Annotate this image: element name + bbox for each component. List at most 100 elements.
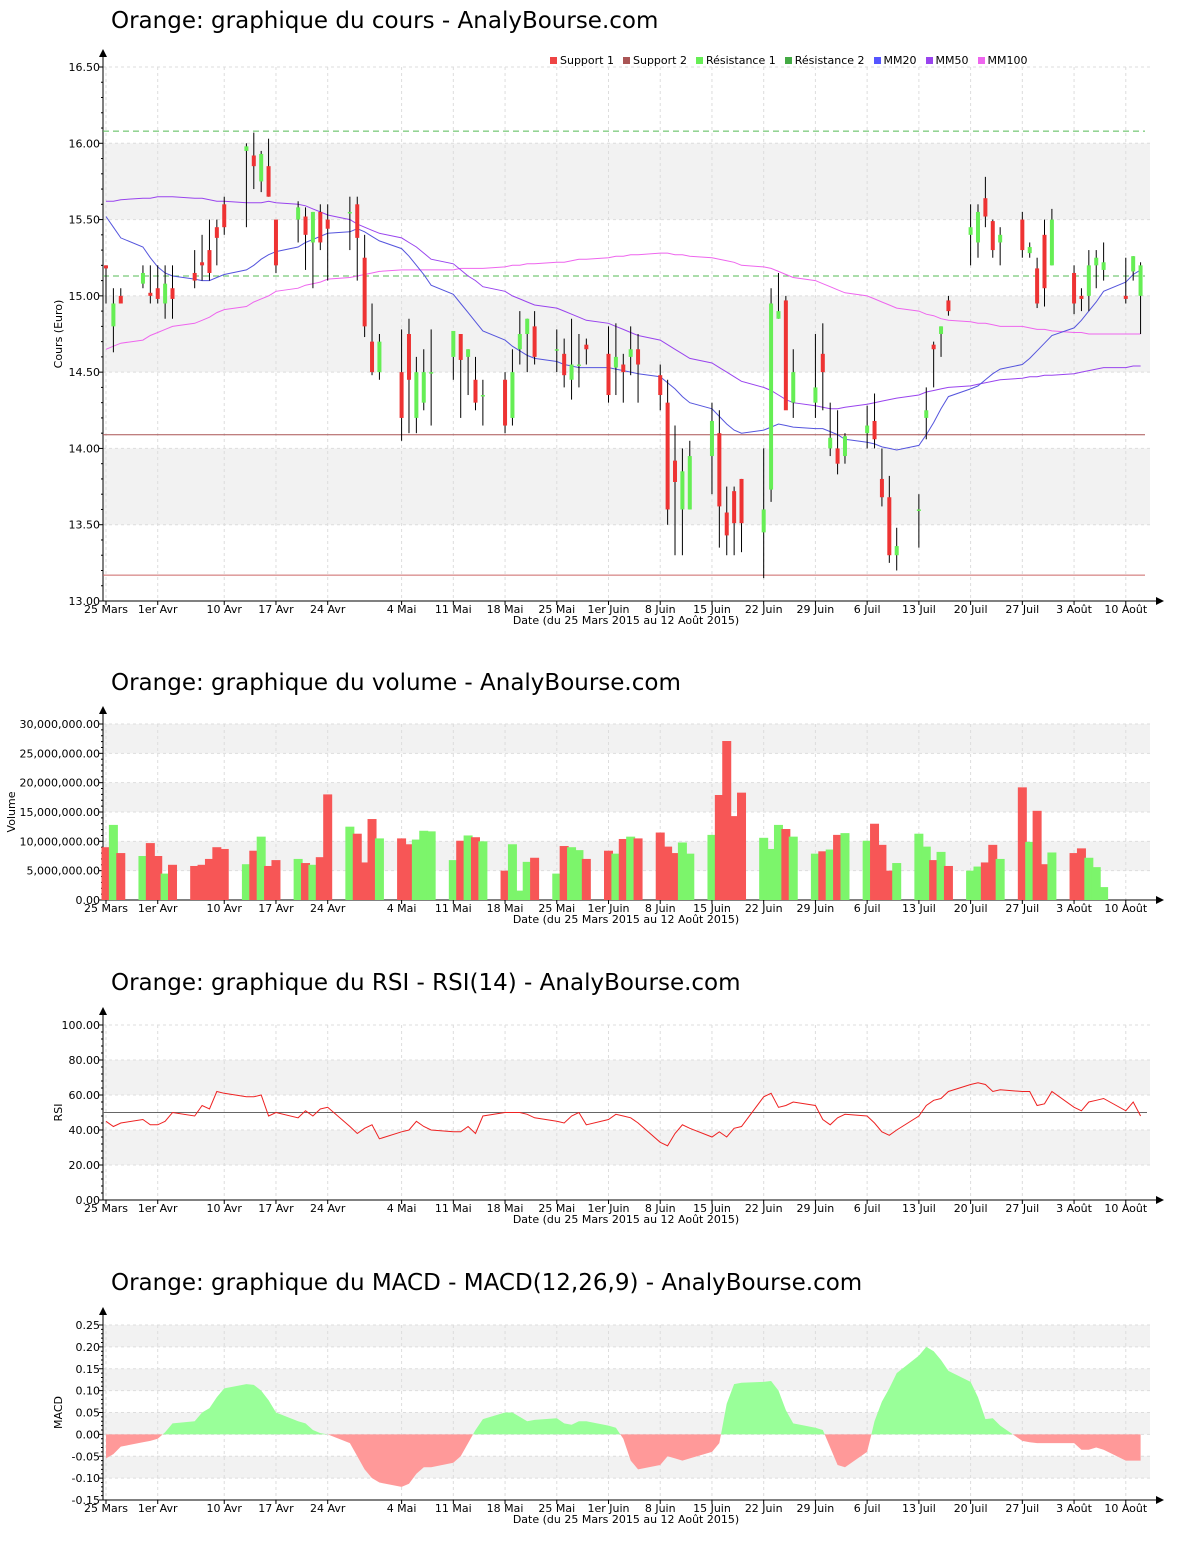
candle-body [214,227,219,238]
candle-body [998,234,1003,243]
macd-chart-title: Orange: graphique du MACD - MACD(12,26,9… [111,1270,863,1296]
volume-bar [308,864,318,900]
macd-negative-area [327,1434,473,1487]
macd-ytick-label: 0.20 [76,1341,101,1354]
price-xtick-label: 1er Avr [138,603,178,616]
candle-body [532,326,537,357]
macd-xtick-label: 1er Avr [138,1502,178,1515]
price-y-axis-arrow [99,49,107,57]
volume-chart: 0.00 5,000,000.00 10,000,000.00 15,000,000.… [5,706,1164,926]
candle-body [370,341,375,373]
volume-ytick-label: 25,000,000.00 [20,747,100,760]
volume-bar [567,847,577,900]
volume-bar [101,847,111,900]
rsi-ytick-label: 100.00 [62,1019,101,1032]
candle-body [613,356,618,368]
candle-body [310,211,315,243]
legend-mm50: MM50 [925,54,969,67]
macd-ytick-label: -0.10 [72,1472,100,1485]
macd-y-axis-arrow [99,1307,107,1315]
volume-xtick-label: 1er Avr [138,902,178,915]
volume-bar [138,856,148,900]
candle-body [458,334,463,360]
candle-body [473,379,478,403]
volume-chart-title: Orange: graphique du volume - AnalyBours… [111,670,681,696]
price-xtick-label: 11 Mai [435,603,472,616]
volume-y-axis-title: Volume [5,791,18,832]
volume-bar [766,848,776,900]
price-xtick-label: 1er Juin [587,603,629,616]
volume-bar [411,839,421,900]
candle-body [687,456,692,510]
volume-xtick-label: 18 Mai [487,902,524,915]
volume-bar [530,857,540,900]
price-xtick-label: 24 Avr [310,603,346,616]
volume-bar [448,860,458,900]
volume-bar [204,858,214,900]
candle-body [355,204,360,238]
volume-bar [618,838,628,900]
price-panel: Orange: graphique du cours - AnalyBourse… [0,8,1200,638]
rsi-xtick-label: 20 Juil [954,1202,988,1215]
candle-body [554,349,559,351]
macd-ytick-label: 0.15 [76,1363,101,1376]
rsi-xtick-label: 10 Avr [207,1202,243,1215]
rsi-ytick-label: 20.00 [69,1159,101,1172]
volume-bar [1069,853,1079,900]
macd-negative-area [106,1434,163,1459]
volume-xtick-label: 8 Juin [645,902,676,915]
volume-xtick-label: 1er Juin [587,902,629,915]
price-x-axis-arrow [1156,597,1164,605]
volume-bar [685,853,695,900]
candle-body [1072,272,1077,304]
rsi-xtick-label: 6 Juil [854,1202,881,1215]
volume-bar [773,824,783,900]
macd-xtick-label: 6 Juil [854,1502,881,1515]
macd-y-axis-title: MACD [52,1396,65,1429]
candle-body [1094,257,1099,266]
candle-body [200,262,205,266]
volume-xtick-label: 3 Août [1056,902,1093,915]
volume-bar [781,829,791,900]
rsi-xtick-label: 1er Juin [587,1202,629,1215]
macd-negative-area [620,1434,721,1470]
candle-body [584,344,589,350]
rsi-x-axis-title: Date (du 25 Mars 2015 au 12 Août 2015) [513,1213,739,1226]
legend-support-2: Support 2 [622,54,687,67]
candle-body [931,344,936,350]
candle-body [303,216,308,235]
rsi-xtick-label: 8 Juin [645,1202,676,1215]
candle-body [429,372,434,374]
candle-body [421,372,426,403]
rsi-xtick-label: 15 Juin [693,1202,731,1215]
volume-bar [293,858,303,900]
volume-bar [1025,841,1035,900]
candle-body [377,341,382,373]
volume-bar [818,851,828,900]
candle-body [776,311,781,319]
rsi-xtick-label: 25 Mai [538,1202,575,1215]
volume-bar [190,865,200,900]
candle-body [673,460,678,482]
rsi-xtick-label: 13 Juil [902,1202,936,1215]
volume-bar [759,837,769,900]
rsi-chart: 0.00 20.00 40.00 60.00 80.00 100.00 25 Mars 1er… [52,1007,1164,1226]
rsi-xtick-label: 24 Avr [310,1202,346,1215]
macd-xtick-label: 29 Juin [797,1502,835,1515]
volume-bar [515,890,525,900]
candle-body [739,478,744,524]
volume-xtick-label: 13 Juil [902,902,936,915]
candle-body [769,303,774,490]
macd-ytick-label: 0.05 [76,1407,101,1420]
volume-ytick-label: 0.00 [76,894,101,907]
volume-bar [315,857,325,900]
rsi-xtick-label: 17 Avr [258,1202,294,1215]
volume-bar [973,866,983,900]
macd-positive-area [473,1412,621,1435]
candle-body [406,334,411,380]
macd-xtick-label: 4 Mai [387,1502,417,1515]
volume-bar [212,847,222,900]
candle-body [259,153,264,182]
volume-bar [219,848,229,900]
price-xtick-label: 3 Août [1056,603,1093,616]
